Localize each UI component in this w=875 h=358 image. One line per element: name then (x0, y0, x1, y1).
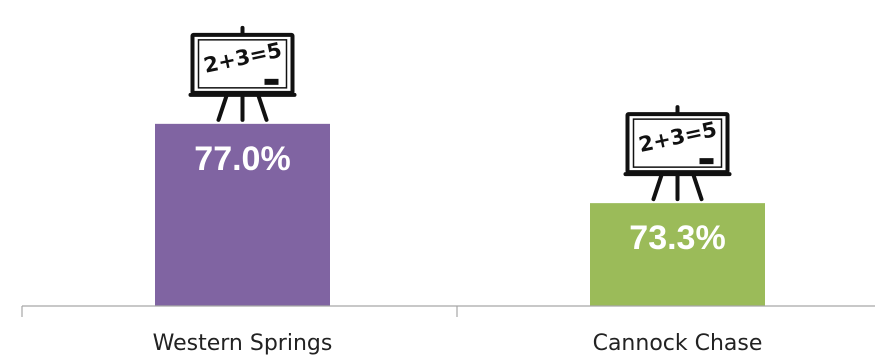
bars: 2+3=5 2+3=5 (155, 25, 765, 306)
category-label-western-springs: Western Springs (153, 331, 333, 356)
labels: 77.0% Western Springs 73.3% Cannock Chase (153, 140, 763, 356)
bar-western-springs (155, 123, 330, 306)
data-label-cannock-chase: 73.3% (629, 219, 725, 257)
data-label-western-springs: 77.0% (194, 140, 290, 178)
category-label-cannock-chase: Cannock Chase (593, 331, 763, 356)
bar-cannock-chase (590, 203, 765, 306)
blackboard-icon-1: 2+3=5 (188, 25, 297, 122)
blackboard-icon-2: 2+3=5 (623, 105, 732, 202)
